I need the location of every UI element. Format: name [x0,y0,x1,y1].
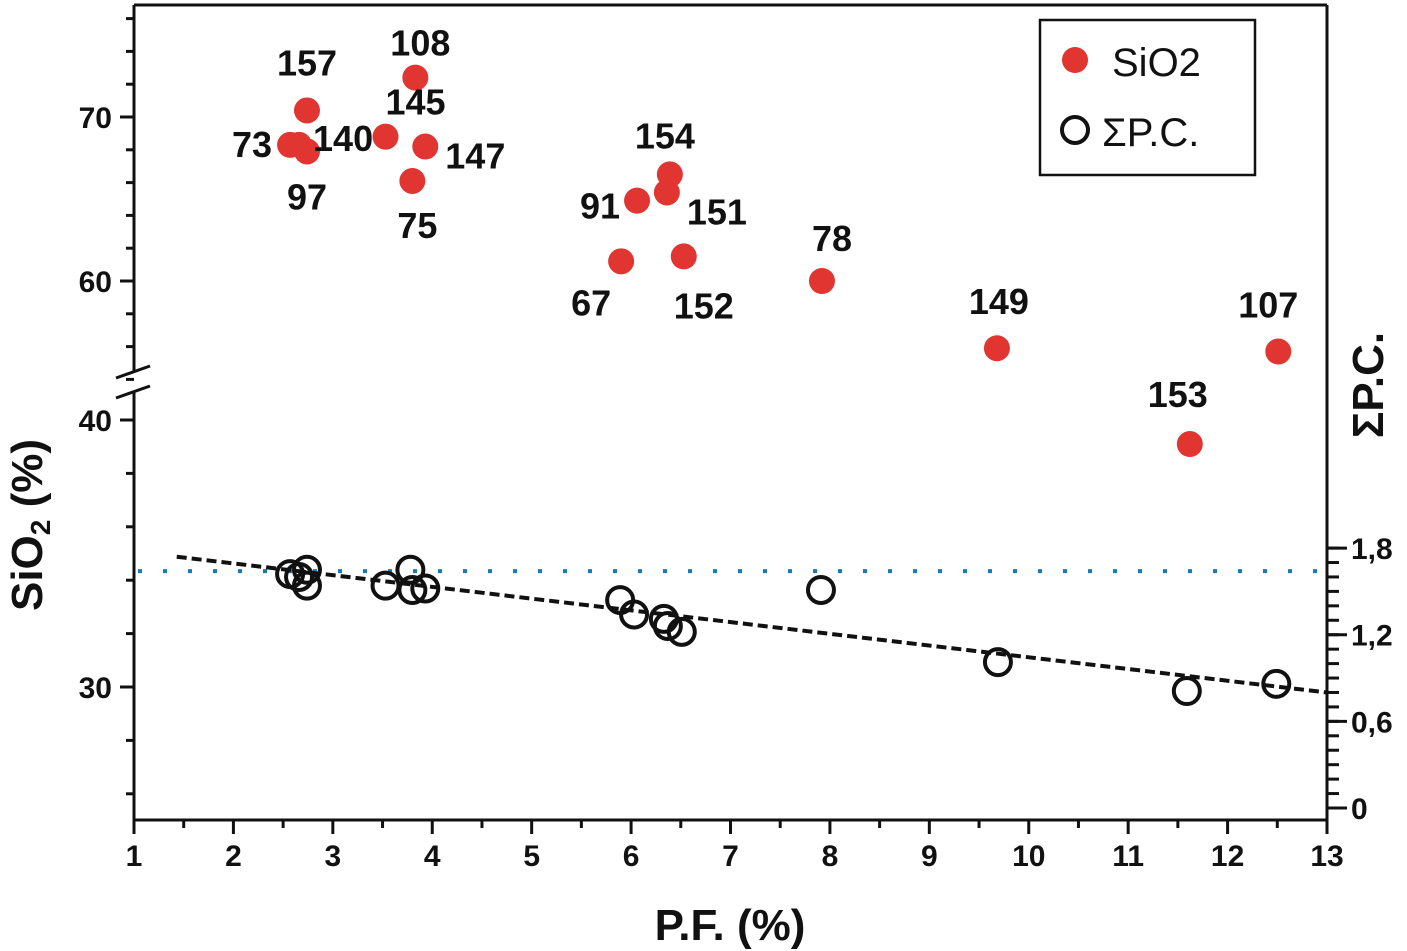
sio2-point [1176,431,1203,458]
point-label: 151 [687,191,747,232]
x-tick-label: 6 [623,840,640,873]
point-label: 152 [674,285,734,326]
pc-point [397,574,428,605]
sio2-point [372,123,399,150]
point-label: 149 [969,281,1029,322]
point-label: 91 [580,186,620,227]
pc-point [1261,668,1292,699]
point-label: 78 [812,218,852,259]
pc-point [395,554,426,585]
point-label: 157 [277,42,337,83]
sio2-point [293,97,320,124]
x-tick-label: 2 [225,840,242,873]
axis-break-mark [115,364,151,380]
y2-tick-label: 0 [1351,793,1368,826]
point-label: 73 [232,124,272,165]
y2-tick-label: 1,8 [1351,533,1393,566]
sio2-point [293,138,320,165]
trend-line [176,554,1328,695]
y-tick-label: 70 [79,102,112,135]
y2-tick-label: 1,2 [1351,620,1393,653]
pc-point [805,574,836,605]
pc-point [284,561,315,592]
y-tick-label: 40 [79,405,112,438]
x-tick-label: 12 [1211,840,1244,873]
point-label: 67 [571,282,611,323]
sio2-point [402,64,429,91]
pc-point [1171,676,1202,707]
pc-point [291,570,322,601]
y-axis-title: SiO2 (%) [3,439,56,611]
x-tick-label: 8 [822,840,839,873]
pc-point [982,647,1013,678]
legend-label-pc: ΣP.C. [1102,111,1199,155]
x-tick-label: 5 [523,840,540,873]
y-tick-label: 30 [79,672,112,705]
pc-point [291,554,322,585]
sio2-point [808,268,835,294]
point-label: 75 [397,205,437,246]
sio2-point [412,133,439,160]
point-label: 107 [1238,285,1298,326]
y-tick-label: 60 [79,266,112,299]
point-label: 97 [287,176,327,217]
legend: SiO2 ΣP.C. [1038,18,1257,177]
legend-marker-pc [1060,115,1090,145]
pc-point [666,616,697,647]
sio2-point [670,243,697,270]
legend-label-sio2: SiO2 [1112,41,1201,85]
x-tick-label: 10 [1012,840,1045,873]
point-label: 140 [313,118,373,159]
x-axis-title: P.F. (%) [655,901,806,950]
sio2-point [1265,338,1292,365]
legend-marker-sio2 [1062,47,1088,73]
x-tick-label: 11 [1112,840,1144,873]
sio2-point [624,187,651,214]
x-tick-label: 13 [1310,840,1343,873]
sio2-point [653,179,680,206]
sio2-point [983,335,1010,362]
point-label: 108 [390,23,450,64]
pc-point [652,611,683,642]
pc-point [370,570,401,601]
pc-point [619,599,650,630]
sio2-point [399,167,426,194]
x-tick-label: 4 [424,840,441,873]
x-tick-label: 9 [921,840,938,873]
y2-axis-title: ΣP.C. [1344,332,1393,438]
point-label: 147 [445,136,505,177]
pc-point [410,573,441,604]
x-tick-label: 7 [722,840,739,873]
point-label: 153 [1148,374,1208,415]
axis-break-mark [115,384,151,400]
x-tick-label: 1 [126,840,143,873]
x-tick-label: 3 [324,840,341,873]
legend-box [1038,18,1257,177]
marks [275,64,1292,707]
y2-tick-label: 0,6 [1351,706,1393,739]
point-label: 154 [635,115,695,156]
sio2-point [608,248,635,275]
point-label: 145 [385,82,445,123]
lines [138,554,1328,695]
